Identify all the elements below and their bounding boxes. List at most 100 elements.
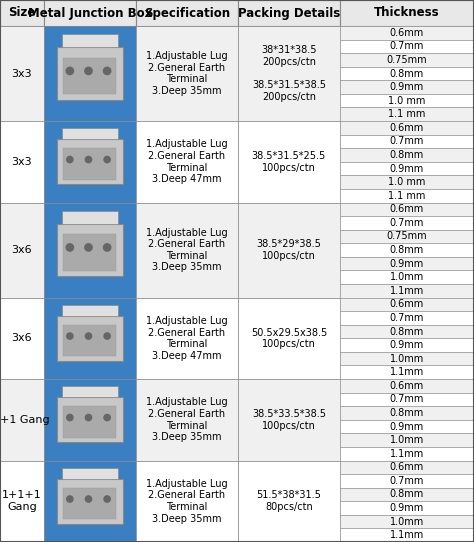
Text: 0.9mm: 0.9mm <box>390 82 424 92</box>
Text: 0.7mm: 0.7mm <box>390 41 424 51</box>
Circle shape <box>85 333 91 339</box>
Bar <box>340 0 474 26</box>
Text: 38.5*29*38.5
100pcs/ctn: 38.5*29*38.5 100pcs/ctn <box>256 239 321 261</box>
Bar <box>340 474 474 488</box>
Text: 1.Adjustable Lug
2.General Earth
Terminal
3.Deep 35mm: 1.Adjustable Lug 2.General Earth Termina… <box>146 479 228 524</box>
Circle shape <box>85 496 91 502</box>
Text: 3x6: 3x6 <box>11 333 32 343</box>
Bar <box>340 216 474 230</box>
Text: 0.8mm: 0.8mm <box>390 150 424 160</box>
Text: 0.8mm: 0.8mm <box>390 245 424 255</box>
Text: Thickness: Thickness <box>374 7 440 20</box>
Bar <box>56 479 123 524</box>
Text: 38.5*33.5*38.5
100pcs/ctn: 38.5*33.5*38.5 100pcs/ctn <box>252 409 326 430</box>
Text: 0.6mm: 0.6mm <box>390 123 424 133</box>
Bar <box>0 203 44 298</box>
Text: 0.7mm: 0.7mm <box>390 137 424 146</box>
Text: 0.6mm: 0.6mm <box>390 462 424 472</box>
Circle shape <box>66 67 73 75</box>
Bar <box>340 461 474 474</box>
Text: Metal Junction Box: Metal Junction Box <box>27 7 152 20</box>
Bar <box>340 94 474 107</box>
Text: 0.75mm: 0.75mm <box>387 231 427 242</box>
Bar <box>63 58 117 94</box>
Text: 0.9mm: 0.9mm <box>390 164 424 173</box>
Bar <box>0 461 44 542</box>
Text: 0.6mm: 0.6mm <box>390 204 424 214</box>
Bar <box>44 203 136 298</box>
Text: 38.5*31.5*25.5
100pcs/ctn: 38.5*31.5*25.5 100pcs/ctn <box>252 151 326 172</box>
Bar <box>63 149 117 180</box>
Bar <box>0 0 44 26</box>
Text: Specification: Specification <box>144 7 230 20</box>
Text: 1.0mm: 1.0mm <box>390 517 424 527</box>
Text: 1.1mm: 1.1mm <box>390 286 424 296</box>
Bar <box>340 515 474 528</box>
Bar <box>238 0 340 26</box>
Bar <box>63 406 117 438</box>
Text: 0.8mm: 0.8mm <box>390 326 424 337</box>
Text: 1+1+1
Gang: 1+1+1 Gang <box>2 491 42 512</box>
Bar <box>62 468 118 479</box>
Bar <box>340 379 474 392</box>
Bar <box>340 284 474 298</box>
Text: 0.9mm: 0.9mm <box>390 503 424 513</box>
Bar <box>44 26 136 121</box>
Bar <box>136 26 238 121</box>
Text: 1.0mm: 1.0mm <box>390 354 424 364</box>
Circle shape <box>85 415 91 421</box>
Text: 0.8mm: 0.8mm <box>390 408 424 418</box>
Bar <box>340 107 474 121</box>
Bar <box>136 298 238 379</box>
Circle shape <box>67 415 73 421</box>
Text: 3x3: 3x3 <box>11 68 32 79</box>
Circle shape <box>103 67 111 75</box>
Bar <box>0 121 44 203</box>
Text: Packing Details: Packing Details <box>238 7 340 20</box>
Bar <box>44 0 136 26</box>
Bar <box>340 176 474 189</box>
Bar <box>136 203 238 298</box>
Text: 3x3: 3x3 <box>11 157 32 167</box>
Circle shape <box>103 244 111 251</box>
Bar <box>340 352 474 365</box>
Bar <box>238 461 340 542</box>
Bar <box>56 139 123 184</box>
Bar <box>340 203 474 216</box>
Circle shape <box>104 157 110 163</box>
Bar <box>238 26 340 121</box>
Text: 1.Adjustable Lug
2.General Earth
Terminal
3.Deep 35mm: 1.Adjustable Lug 2.General Earth Termina… <box>146 51 228 96</box>
Circle shape <box>85 157 91 163</box>
Text: 0.9mm: 0.9mm <box>390 422 424 431</box>
Bar <box>44 298 136 379</box>
Bar <box>340 53 474 67</box>
Text: 0.7mm: 0.7mm <box>390 313 424 323</box>
Circle shape <box>66 244 73 251</box>
Text: 0.6mm: 0.6mm <box>390 381 424 391</box>
Text: 0.6mm: 0.6mm <box>390 28 424 38</box>
Circle shape <box>67 496 73 502</box>
Bar <box>238 203 340 298</box>
Text: Size: Size <box>8 7 36 20</box>
Bar <box>56 397 123 442</box>
Text: 0.7mm: 0.7mm <box>390 218 424 228</box>
Bar <box>340 26 474 40</box>
Text: 1.Adjustable Lug
2.General Earth
Terminal
3.Deep 47mm: 1.Adjustable Lug 2.General Earth Termina… <box>146 316 228 361</box>
Bar <box>62 34 118 47</box>
Bar <box>63 234 117 271</box>
Bar <box>238 121 340 203</box>
Bar <box>340 270 474 284</box>
Text: 1.0 mm: 1.0 mm <box>388 177 426 187</box>
Bar <box>340 40 474 53</box>
Bar <box>340 501 474 515</box>
Bar <box>0 379 44 461</box>
Bar <box>136 0 238 26</box>
Bar <box>62 128 118 139</box>
Text: 3x6: 3x6 <box>11 245 32 255</box>
Circle shape <box>104 415 110 421</box>
Bar <box>62 386 118 397</box>
Bar <box>44 461 136 542</box>
Text: 0.8mm: 0.8mm <box>390 68 424 79</box>
Text: 1.1mm: 1.1mm <box>390 449 424 459</box>
Bar <box>340 134 474 148</box>
